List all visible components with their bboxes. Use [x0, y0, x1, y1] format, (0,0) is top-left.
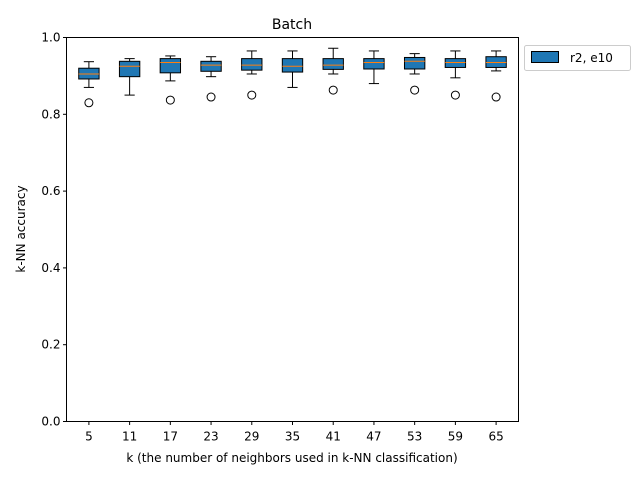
- x-tick-label: 41: [326, 430, 341, 444]
- y-tick-label: 1.0: [41, 31, 60, 45]
- y-tick-label: 0.8: [41, 107, 60, 121]
- box-k-47: [363, 50, 385, 85]
- box-k-59: [444, 50, 467, 100]
- box-k-5: [78, 61, 100, 108]
- outlier-point: [410, 85, 420, 95]
- box-iqr: [241, 58, 263, 71]
- y-tick-label: 0.2: [41, 338, 60, 352]
- box-k-29: [241, 50, 263, 100]
- outlier-point: [328, 85, 338, 95]
- box-iqr: [322, 58, 344, 70]
- outlier-point: [450, 90, 460, 100]
- y-tick-label: 0.4: [41, 261, 60, 275]
- outlier-point: [247, 90, 257, 100]
- plot-area: [78, 47, 507, 108]
- x-tick-label: 35: [285, 430, 300, 444]
- box-iqr: [200, 60, 222, 72]
- x-tick-label: 59: [448, 430, 463, 444]
- outlier-point: [491, 92, 501, 102]
- x-tick-label: 53: [407, 430, 422, 444]
- outlier-point: [84, 98, 94, 108]
- x-axis: 5 11 17 23 29 35 41 47 53 59 65: [85, 421, 504, 444]
- box-iqr: [403, 56, 426, 70]
- box-k-41: [322, 47, 344, 95]
- box-k-17: [159, 55, 182, 105]
- x-tick-label: 5: [85, 430, 93, 444]
- x-tick-label: 29: [244, 430, 259, 444]
- x-tick-label: 11: [122, 430, 137, 444]
- y-axis-label: k-NN accuracy: [14, 185, 28, 272]
- box-iqr: [281, 58, 304, 73]
- x-tick-label: 47: [366, 430, 381, 444]
- box-k-53: [403, 53, 426, 95]
- box-iqr: [363, 58, 385, 70]
- x-tick-label: 17: [163, 430, 178, 444]
- y-tick-label: 0.0: [41, 415, 60, 429]
- box-k-11: [118, 58, 141, 96]
- chart-title: Batch: [272, 17, 312, 33]
- box-k-35: [281, 50, 304, 88]
- box-iqr: [444, 58, 467, 68]
- outlier-point: [206, 92, 216, 102]
- x-axis-label: k (the number of neighbors used in k-NN …: [126, 451, 457, 465]
- legend: r2, e10: [524, 45, 631, 71]
- y-tick-label: 0.6: [41, 184, 60, 198]
- box-k-23: [200, 56, 222, 102]
- box-k-65: [485, 50, 507, 102]
- x-tick-label: 65: [488, 430, 503, 444]
- outlier-point: [165, 95, 175, 105]
- x-tick-label: 23: [203, 430, 218, 444]
- legend-label: r2, e10: [570, 51, 613, 65]
- legend-swatch: [531, 51, 559, 63]
- box-iqr: [159, 58, 182, 74]
- y-axis: 0.0 0.2 0.4 0.6 0.8 1.0: [41, 31, 67, 429]
- box-iqr: [118, 60, 141, 78]
